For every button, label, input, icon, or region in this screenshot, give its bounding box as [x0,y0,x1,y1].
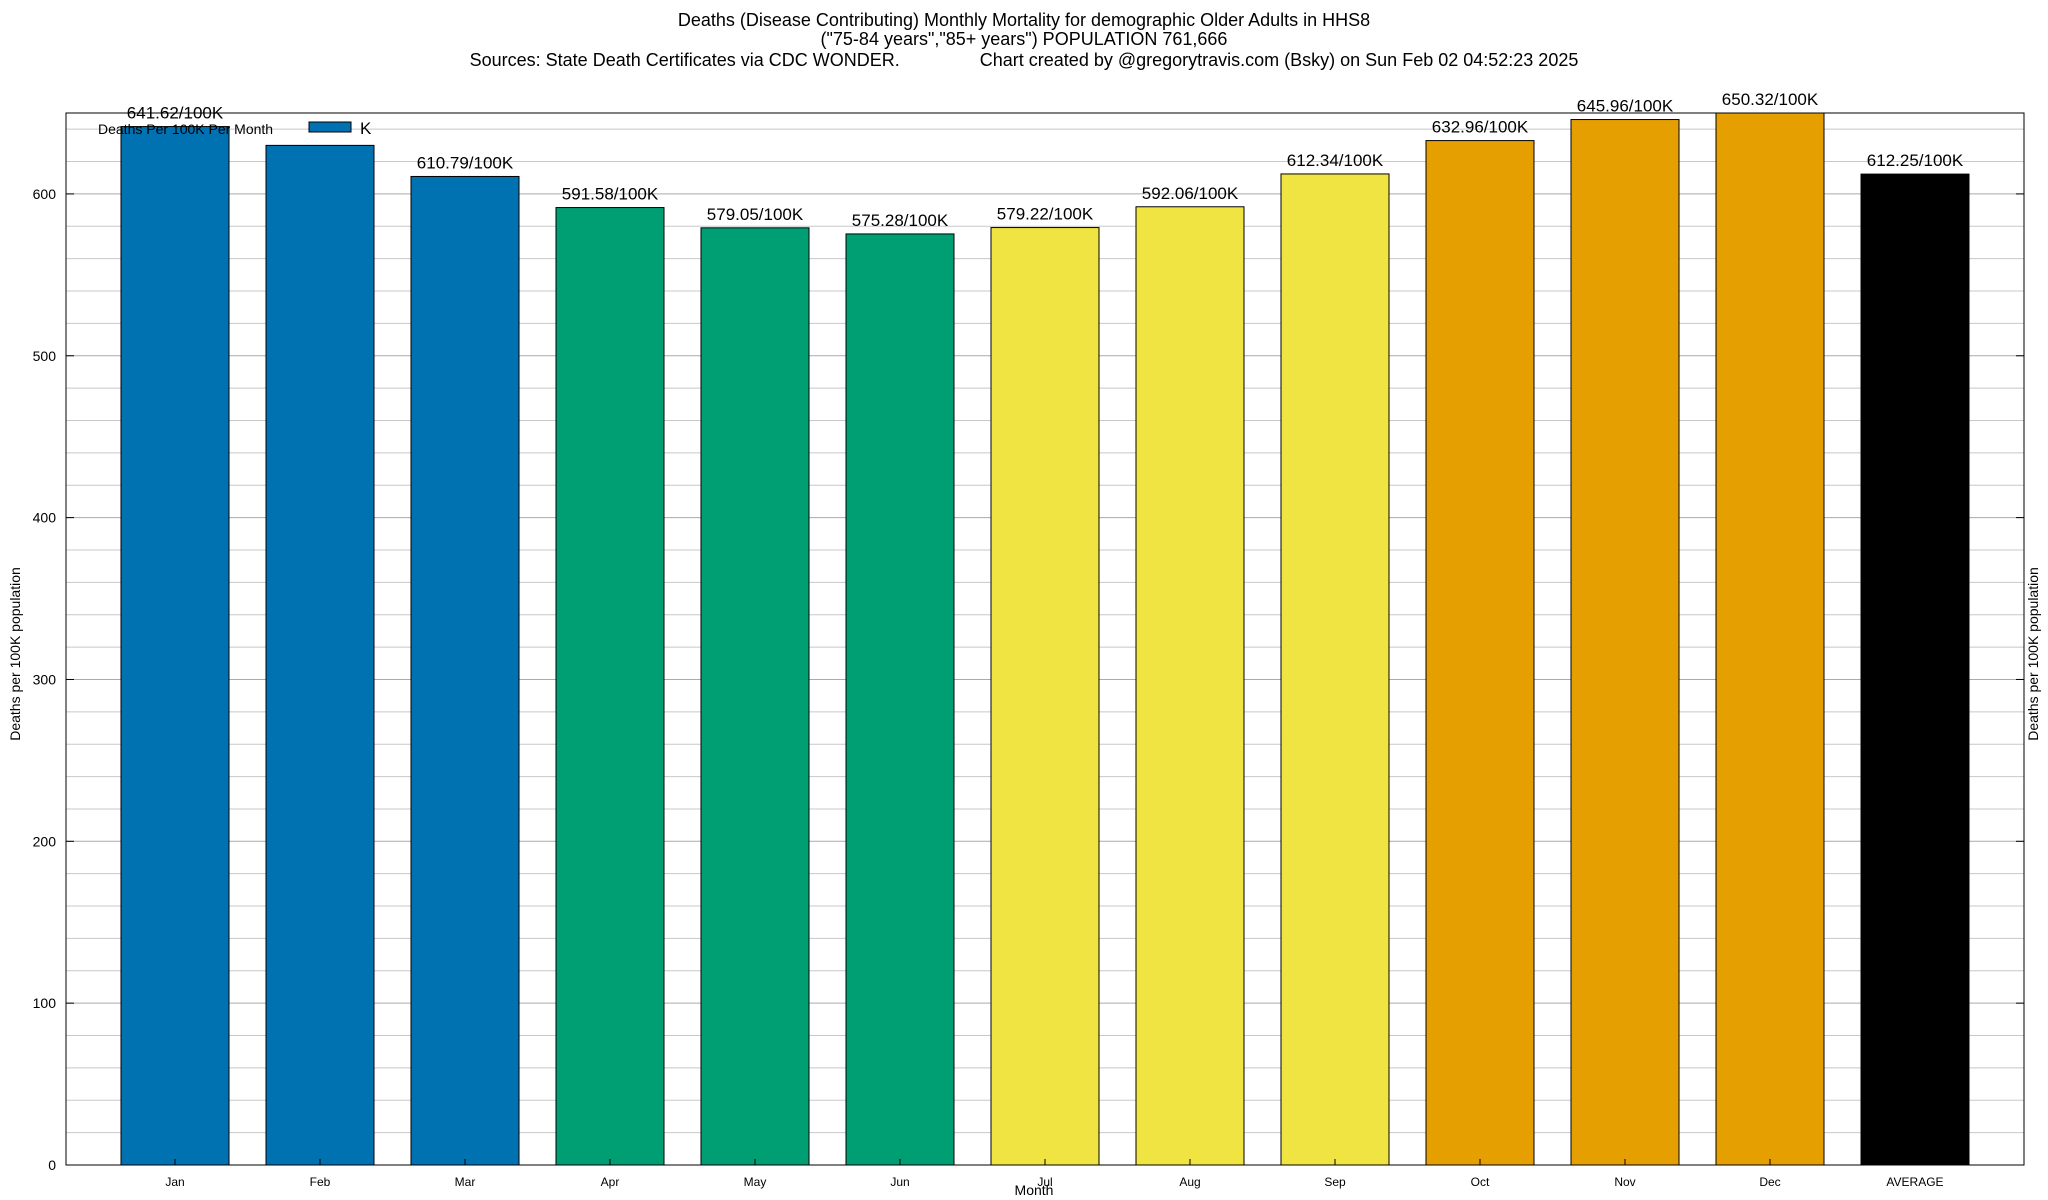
bar-jan [120,126,230,1166]
chart-title: Deaths (Disease Contributing) Monthly Mo… [470,10,1579,70]
data-label-sep: 612.34/100K [1287,151,1384,170]
title-line-2: ("75-84 years","85+ years") POPULATION 7… [821,29,1228,49]
y-tick-label: 200 [33,833,57,849]
data-label-average: 612.25/100K [1867,151,1964,170]
x-tick-label: AVERAGE [1886,1175,1943,1189]
x-tick-label: Mar [455,1175,476,1189]
y-tick-label: 600 [33,186,57,202]
x-tick-label: Jun [890,1175,909,1189]
legend-title: Deaths Per 100K Per Month [98,121,273,137]
x-tick-label: Nov [1614,1175,1635,1189]
bar-jun [845,233,955,1166]
data-label-nov: 645.96/100K [1577,97,1674,116]
x-tick-label: May [744,1175,767,1189]
data-label-may: 579.05/100K [707,205,804,224]
data-label-oct: 632.96/100K [1432,118,1529,137]
title-line-1: Deaths (Disease Contributing) Monthly Mo… [678,10,1370,30]
y-tick-label: 0 [48,1157,56,1173]
data-labels: 641.62/100K610.79/100K591.58/100K579.05/… [127,90,1964,230]
y-tick-label: 100 [33,995,57,1011]
x-axis-label: Month [1015,1182,1054,1198]
x-tick-label: Aug [1179,1175,1200,1189]
bar-average [1860,173,1970,1166]
bar-sep [1280,173,1390,1166]
data-label-apr: 591.58/100K [562,185,659,204]
data-label-dec: 650.32/100K [1722,90,1819,109]
x-tick-label: Jul [1037,1175,1052,1189]
x-tick-label: Feb [310,1175,331,1189]
y-tick-label: 400 [33,510,57,526]
data-label-mar: 610.79/100K [417,153,514,172]
bar-nov [1570,119,1680,1166]
x-tick-label: Oct [1471,1175,1490,1189]
data-label-aug: 592.06/100K [1142,184,1239,203]
bar-mar [410,175,520,1166]
y-tick-label: 500 [33,348,57,364]
plot-frame [65,112,2025,1166]
legend-entry-label: K [360,119,372,138]
data-label-jul: 579.22/100K [997,205,1094,224]
bars [120,112,1970,1166]
x-axis-ticks: Jan Feb Mar Apr May Jun Jul Aug Sep Oct Nov Dec AVER… [165,1159,1944,1189]
x-tick-label: Jan [165,1175,184,1189]
bar-jul [990,227,1100,1166]
x-tick-label: Sep [1324,1175,1346,1189]
bar-aug [1135,206,1245,1166]
bar-feb [265,144,375,1166]
bar-dec [1715,112,1825,1166]
data-label-jun: 575.28/100K [852,211,949,230]
bar-apr [555,207,665,1166]
x-tick-label: Apr [601,1175,620,1189]
x-tick-label: Dec [1759,1175,1780,1189]
legend-swatch [308,121,352,133]
y-tick-label: 300 [33,671,57,687]
y-axis-label-right: Deaths per 100K population [2025,567,2041,741]
y-axis-label-left: Deaths per 100K population [7,567,23,741]
bar-may [700,227,810,1166]
bar-oct [1425,140,1535,1166]
y-axis-ticks: 0 100 200 300 400 500 600 [33,186,2024,1173]
title-line-3: Sources: State Death Certificates via CD… [470,50,1579,70]
legend: Deaths Per 100K Per Month K [98,119,372,138]
